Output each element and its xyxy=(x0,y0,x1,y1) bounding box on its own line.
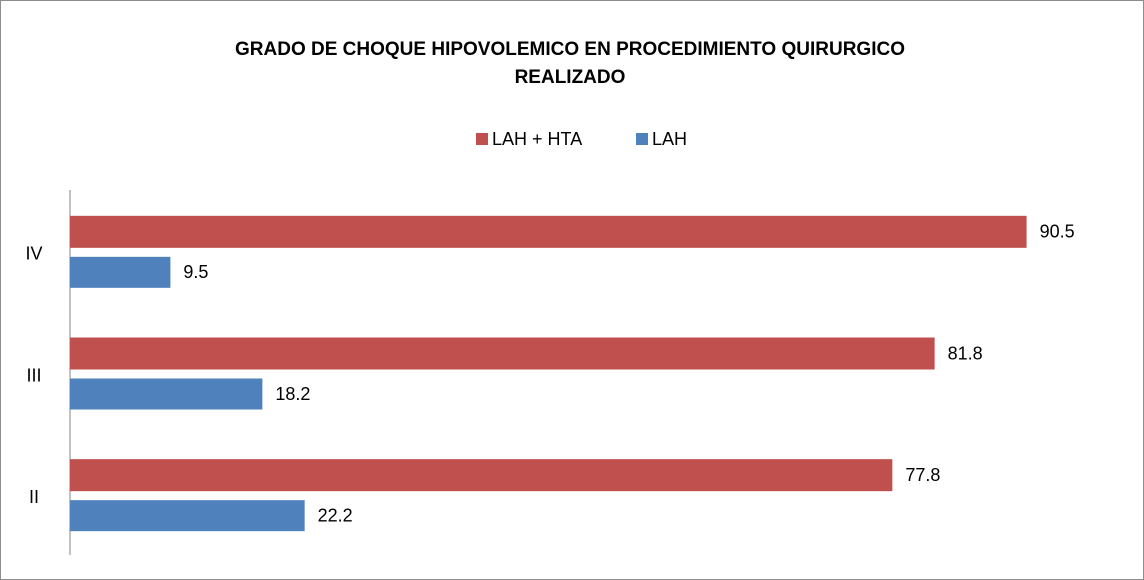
legend-swatch xyxy=(636,133,648,145)
data-label: 90.5 xyxy=(1040,222,1075,242)
chart-title: GRADO DE CHOQUE HIPOVOLEMICO EN PROCEDIM… xyxy=(235,39,905,88)
data-label: 9.5 xyxy=(183,262,208,282)
legend-swatch xyxy=(476,133,488,145)
y-tick-label: IV xyxy=(25,244,42,264)
data-label: 18.2 xyxy=(275,384,310,404)
y-tick-label: III xyxy=(26,365,41,385)
y-tick-label: II xyxy=(29,487,39,507)
bar xyxy=(70,256,171,288)
data-label: 22.2 xyxy=(318,505,353,525)
data-label: 81.8 xyxy=(948,343,983,363)
bar xyxy=(70,337,935,370)
bar xyxy=(70,378,263,410)
bar xyxy=(70,500,305,532)
bar xyxy=(70,459,893,492)
bar xyxy=(70,215,1027,248)
legend-label: LAH + HTA xyxy=(492,129,582,149)
data-label: 77.8 xyxy=(905,465,940,485)
legend-label: LAH xyxy=(652,129,687,149)
